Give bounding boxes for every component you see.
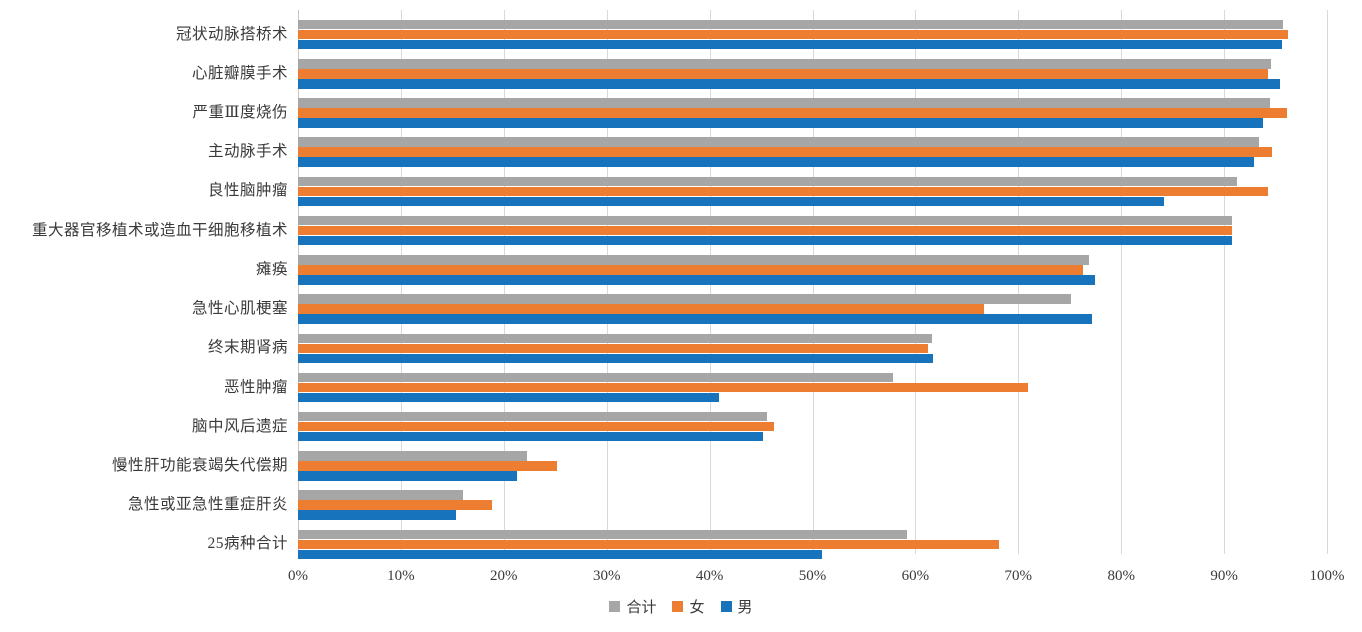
bar-男-13: [298, 549, 822, 560]
x-tick-label: 40%: [695, 568, 724, 584]
bar-男-2: [298, 118, 1264, 128]
bar-合计-8: [298, 333, 932, 344]
bar-女-1: [298, 69, 1269, 79]
gridline: [1121, 10, 1123, 554]
bar-女-3: [298, 147, 1273, 157]
category-label: 主动脉手术: [207, 143, 288, 161]
bar-合计-3: [298, 137, 1260, 147]
x-tick-label: 20%: [490, 568, 518, 584]
bar-合计-9: [298, 372, 893, 383]
category-label: 良性脑肿瘤: [207, 182, 288, 200]
x-tick-label: 0%: [288, 568, 308, 584]
gridline: [1327, 10, 1328, 554]
legend-label: 合计: [626, 600, 657, 616]
bar-男-0: [298, 39, 1282, 50]
category-label: 慢性肝功能衰竭失代偿期: [111, 456, 288, 474]
category-label: 冠状动脉搭桥术: [175, 25, 288, 43]
bar-男-10: [298, 431, 764, 442]
category-label: 急性或亚急性重症肝炎: [127, 496, 288, 514]
bar-女-11: [298, 461, 558, 471]
bar-女-4: [298, 186, 1269, 197]
legend-swatch-icon: [672, 601, 684, 612]
bar-女-8: [298, 343, 928, 354]
category-label: 重大器官移植术或造血干细胞移植术: [31, 221, 288, 239]
bar-女-12: [298, 500, 493, 510]
legend-label: 男: [737, 600, 753, 616]
x-tick-label: 100%: [1309, 568, 1345, 584]
x-tick-label: 90%: [1210, 568, 1238, 584]
x-tick-label: 60%: [901, 568, 930, 584]
legend-swatch-icon: [609, 601, 621, 612]
bar-男-1: [298, 79, 1280, 89]
category-label: 25病种合计: [207, 535, 288, 553]
bar-合计-1: [298, 59, 1272, 69]
legend-swatch-icon: [720, 601, 732, 612]
gridline: [1224, 10, 1226, 554]
bar-女-2: [298, 108, 1287, 118]
category-label: 急性心肌梗塞: [191, 300, 288, 318]
bar-女-13: [298, 539, 999, 550]
bar-男-9: [298, 392, 719, 403]
legend-label: 女: [689, 600, 705, 616]
bar-男-11: [298, 471, 518, 481]
category-label: 心脏瓣膜手术: [191, 64, 288, 82]
category-label: 恶性肿瘤: [223, 378, 288, 396]
bar-男-8: [298, 353, 933, 364]
category-label: 脑中风后遗症: [191, 417, 288, 435]
bar-合计-4: [298, 176, 1238, 187]
bar-合计-11: [298, 451, 528, 461]
bar-女-9: [298, 382, 1028, 393]
bar-男-5: [298, 235, 1233, 246]
bar-男-6: [298, 275, 1096, 285]
bar-男-4: [298, 196, 1165, 207]
bar-女-6: [298, 265, 1084, 275]
bar-合计-10: [298, 411, 768, 422]
legend-item-男: 男: [720, 596, 753, 617]
x-tick-label: 80%: [1107, 568, 1135, 584]
bar-合计-5: [298, 215, 1233, 226]
bar-男-3: [298, 157, 1254, 167]
bar-合计-2: [298, 98, 1271, 108]
bar-合计-13: [298, 529, 908, 540]
bar-合计-12: [298, 490, 463, 500]
category-label: 瘫痪: [255, 260, 288, 278]
category-label: 严重Ⅲ度烧伤: [192, 104, 288, 122]
x-tick-label: 50%: [798, 568, 827, 584]
x-tick-label: 70%: [1004, 568, 1033, 584]
bar-合计-0: [298, 19, 1283, 30]
legend: 合计 女 男: [0, 596, 1362, 617]
bar-女-10: [298, 421, 775, 432]
bar-男-7: [298, 314, 1093, 324]
x-tick-label: 10%: [387, 568, 415, 584]
bar-合计-6: [298, 255, 1090, 265]
bar-女-7: [298, 304, 985, 314]
bar-女-5: [298, 225, 1233, 236]
legend-item-女: 女: [672, 596, 705, 617]
category-label: 终末期肾病: [207, 339, 288, 357]
bar-男-12: [298, 510, 457, 520]
x-tick-label: 30%: [592, 568, 621, 584]
bar-合计-7: [298, 294, 1071, 304]
legend-item-合计: 合计: [609, 596, 656, 617]
bar-女-0: [298, 29, 1288, 40]
